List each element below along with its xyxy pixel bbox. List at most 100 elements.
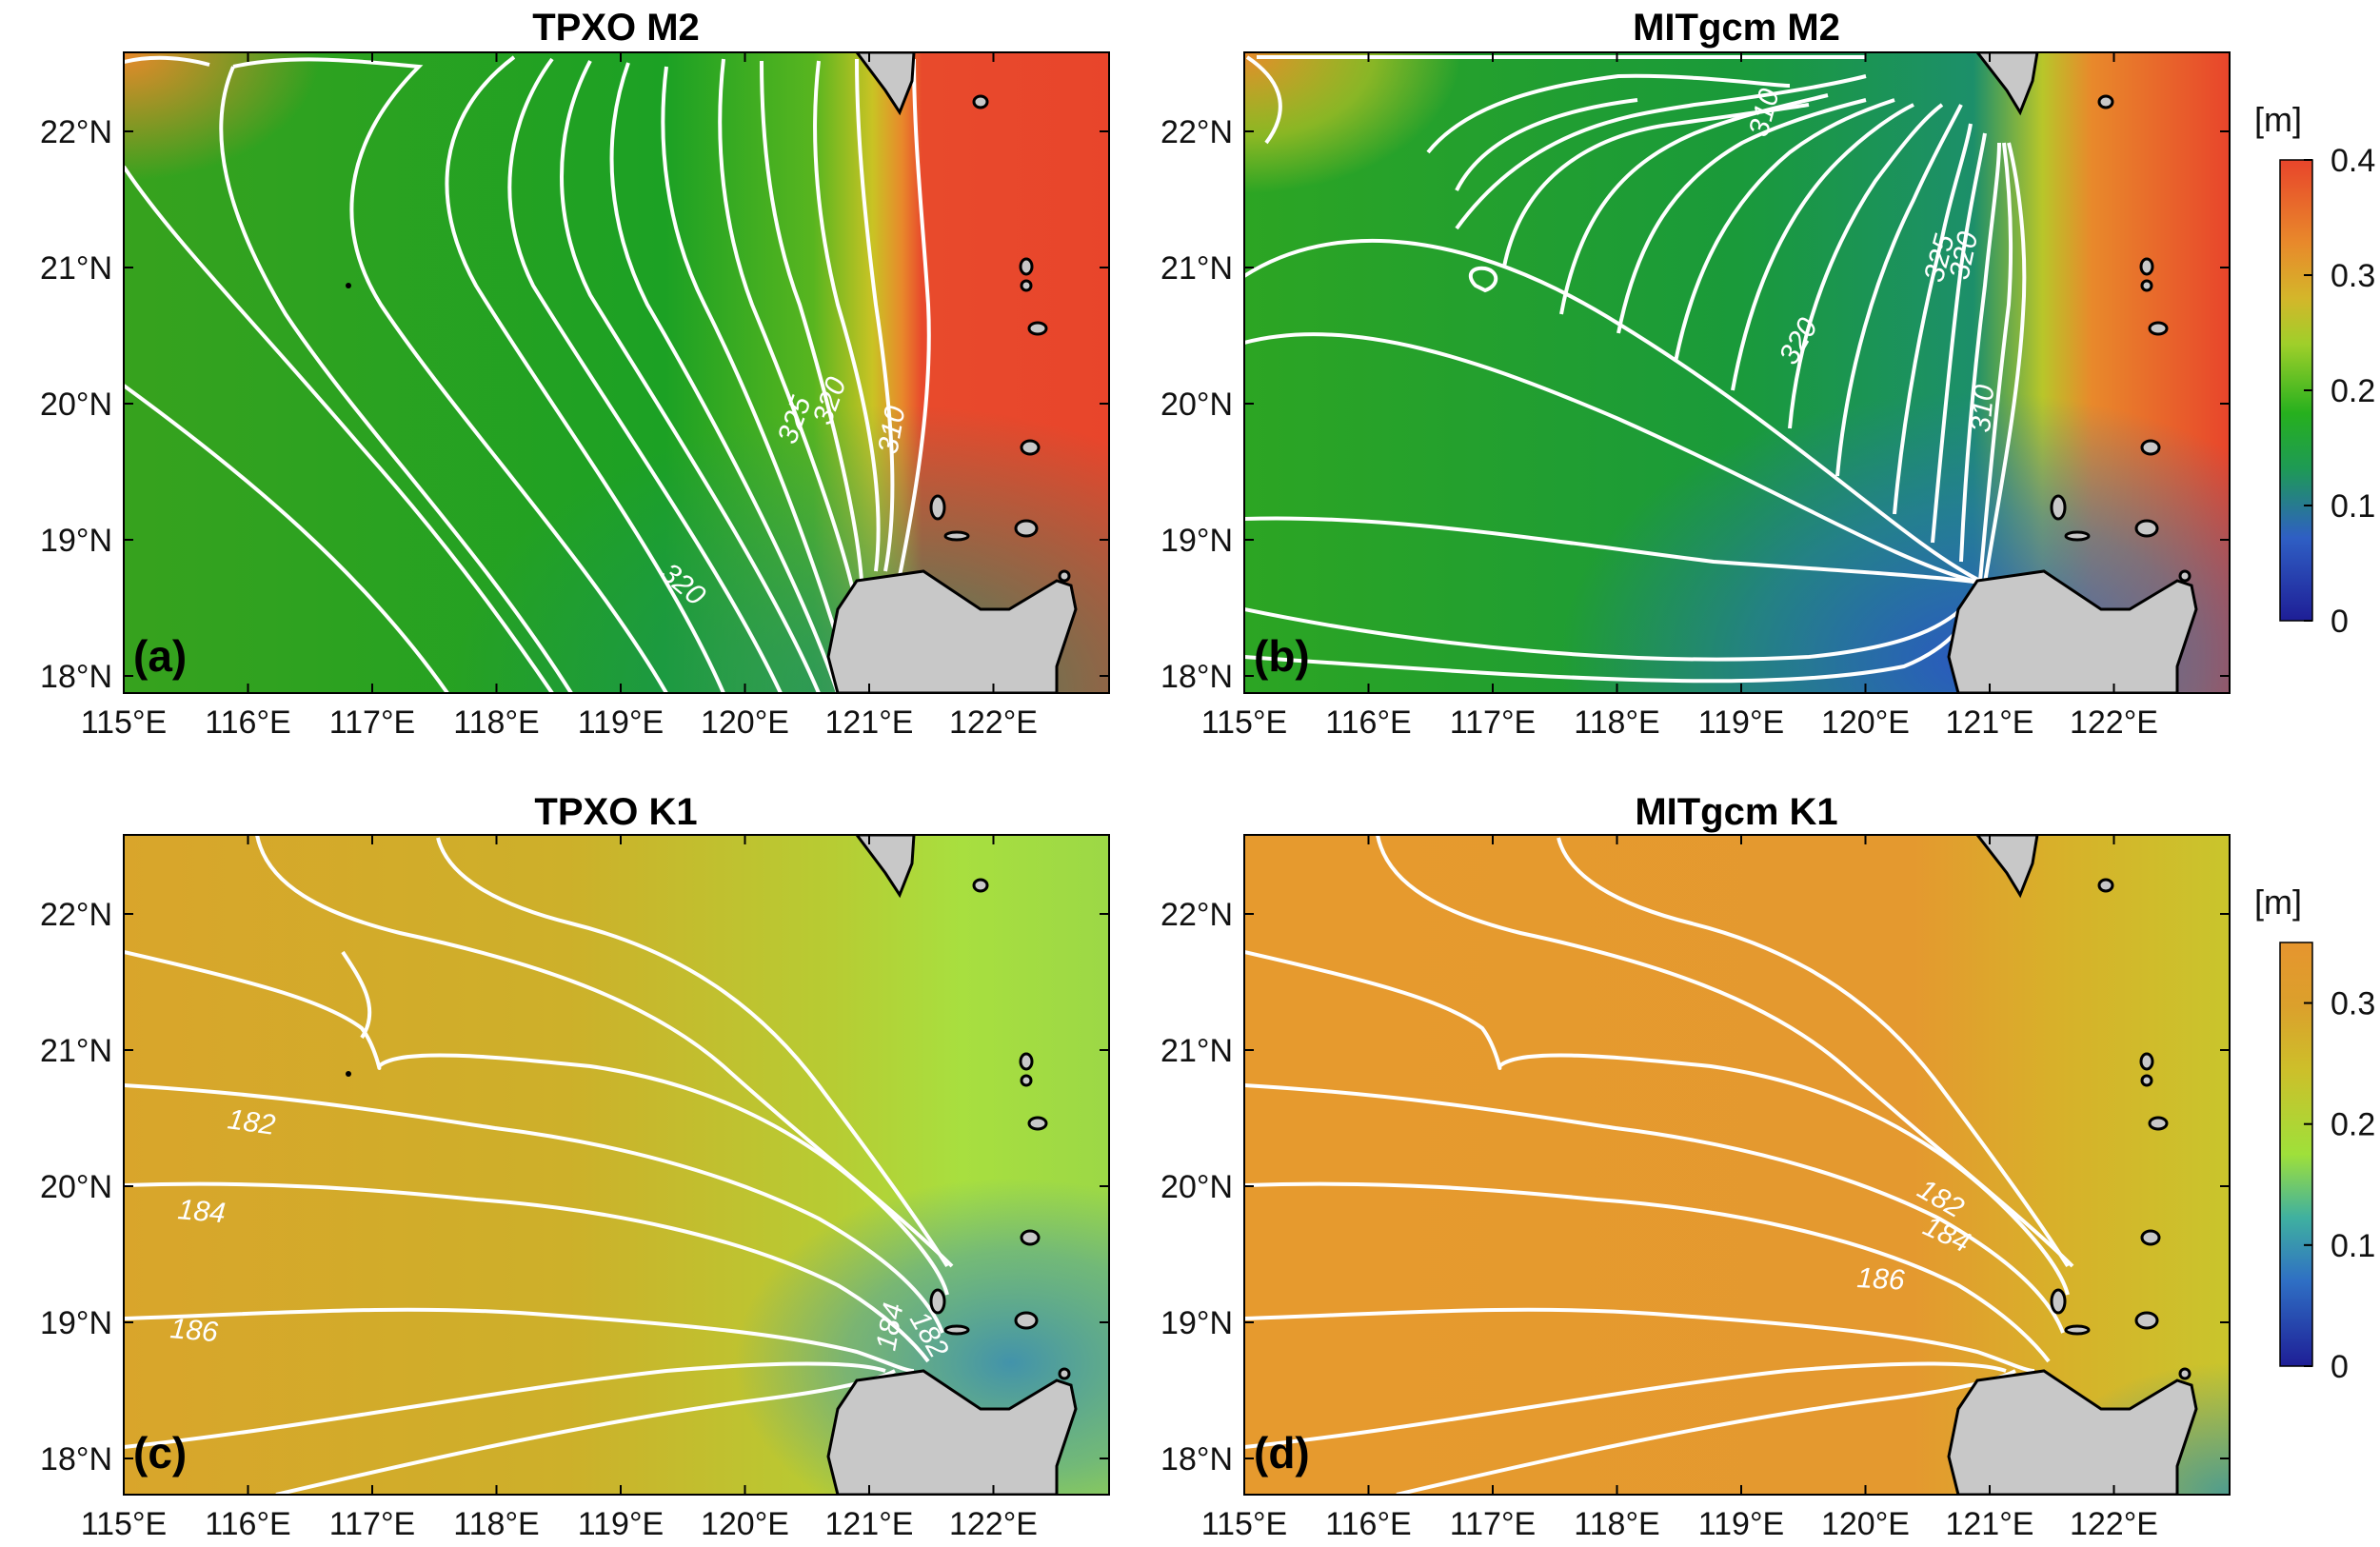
x-tick-label: 115°E bbox=[1201, 1506, 1287, 1542]
y-tick-label: 18°N bbox=[40, 659, 112, 695]
colorbar-m2: [m] 0.4 0.3 0.2 0.1 0 bbox=[2254, 100, 2375, 640]
luzon-land bbox=[826, 569, 1078, 693]
x-tick-label: 115°E bbox=[1201, 704, 1287, 741]
contour-label: 310 bbox=[1965, 384, 2000, 434]
y-tick-label: 18°N bbox=[1160, 659, 1233, 695]
x-tick-label: 117°E bbox=[1450, 704, 1536, 741]
x-tick-label: 120°E bbox=[1821, 1506, 1910, 1542]
y-tick-label: 20°N bbox=[1160, 1169, 1233, 1205]
x-tick-label: 118°E bbox=[453, 704, 539, 741]
luzon-land bbox=[1947, 569, 2198, 693]
cotidal-contours bbox=[1244, 835, 2074, 1495]
cotidal-contours bbox=[124, 55, 931, 693]
islands bbox=[2050, 878, 2192, 1380]
colorbar-tick-label: 0.3 bbox=[2330, 986, 2375, 1022]
axes-ticks: 115°E 116°E 117°E 118°E 119°E 120°E 121°E 122°E… bbox=[40, 52, 2230, 1542]
panel-d: MITgcm K1 bbox=[1243, 791, 2231, 1496]
panel-frame bbox=[1243, 51, 2231, 694]
x-tick-label: 118°E bbox=[453, 1506, 539, 1542]
y-tick-label: 20°N bbox=[40, 1169, 112, 1205]
colorbar-tick-label: 0.2 bbox=[2330, 1107, 2375, 1143]
y-tick-label: 20°N bbox=[40, 387, 112, 423]
colorbar-ticks: 0.4 0.3 0.2 0.1 0 bbox=[2304, 143, 2375, 640]
x-tick-label: 120°E bbox=[701, 1506, 789, 1542]
x-tick-label: 120°E bbox=[701, 704, 789, 741]
x-tick-label: 119°E bbox=[1698, 1506, 1784, 1542]
taiwan-land bbox=[1975, 52, 2039, 116]
x-tick-label: 119°E bbox=[578, 1506, 664, 1542]
y-tick-label: 19°N bbox=[1160, 1305, 1233, 1341]
x-tick-label: 121°E bbox=[1945, 704, 2033, 741]
panel-axes: 115°E 116°E 117°E 118°E 119°E 120°E 121°E 122°E… bbox=[40, 52, 1109, 741]
x-tick-label: 115°E bbox=[81, 1506, 167, 1542]
panel-frame bbox=[123, 834, 1110, 1496]
contour-label: 184 bbox=[176, 1194, 227, 1229]
colorbar-tick-label: 0.4 bbox=[2330, 143, 2375, 179]
x-tick-label: 122°E bbox=[2070, 1506, 2158, 1542]
panel-label: (d) bbox=[1254, 1428, 1310, 1478]
contour-label: 186 bbox=[1856, 1262, 1906, 1297]
y-tick-label: 18°N bbox=[1160, 1441, 1233, 1478]
panel-frame bbox=[1243, 834, 2231, 1496]
panel-title: MITgcm K1 bbox=[1635, 791, 1837, 833]
y-tick-label: 21°N bbox=[40, 1033, 112, 1069]
x-tick-label: 118°E bbox=[1574, 1506, 1659, 1542]
taiwan-land bbox=[1975, 835, 2039, 899]
panel-axes: 115°E 116°E 117°E 118°E 119°E 120°E 121°E 122°E… bbox=[1160, 835, 2230, 1542]
panel-label: (a) bbox=[133, 631, 187, 681]
x-tick-label: 115°E bbox=[81, 704, 167, 741]
colorbar-tick-label: 0.1 bbox=[2330, 488, 2375, 525]
colorbar-unit: [m] bbox=[2254, 883, 2302, 922]
panel-title: TPXO M2 bbox=[532, 7, 700, 49]
panel-frame bbox=[123, 51, 1110, 694]
colorbar-tick-label: 0.3 bbox=[2330, 258, 2375, 294]
islands bbox=[2050, 94, 2192, 583]
colorbar-scale bbox=[2279, 942, 2313, 1367]
panel-axes: 115°E 116°E 117°E 118°E 119°E 120°E 121°E 122°E… bbox=[1160, 52, 2230, 741]
panel-a: TPXO M2 bbox=[123, 7, 1110, 694]
x-tick-label: 119°E bbox=[1698, 704, 1784, 741]
colorbar-tick-label: 0.1 bbox=[2330, 1228, 2375, 1264]
y-tick-label: 19°N bbox=[40, 1305, 112, 1341]
colorbar-unit: [m] bbox=[2254, 100, 2302, 139]
islands bbox=[929, 878, 1071, 1380]
x-tick-label: 122°E bbox=[2070, 704, 2158, 741]
x-tick-label: 119°E bbox=[578, 704, 664, 741]
x-tick-label: 121°E bbox=[824, 704, 913, 741]
islands bbox=[929, 94, 1071, 583]
y-tick-label: 21°N bbox=[1160, 250, 1233, 287]
colorbar-ticks: 0.3 0.2 0.1 0 bbox=[2304, 986, 2375, 1385]
y-tick-label: 18°N bbox=[40, 1441, 112, 1478]
panel-b: MITgcm M2 bbox=[1243, 7, 2231, 694]
colorbar-tick-label: 0 bbox=[2330, 1349, 2349, 1385]
x-tick-label: 117°E bbox=[1450, 1506, 1536, 1542]
y-tick-label: 21°N bbox=[40, 250, 112, 287]
panel-c: TPXO K1 bbox=[123, 791, 1110, 1496]
colorbar-tick-label: 0.2 bbox=[2330, 373, 2375, 409]
luzon-land bbox=[826, 1369, 1078, 1495]
x-tick-label: 122°E bbox=[949, 1506, 1038, 1542]
x-tick-label: 116°E bbox=[1325, 1506, 1411, 1542]
x-tick-label: 116°E bbox=[205, 1506, 290, 1542]
contour-label: 182 bbox=[226, 1103, 277, 1141]
x-tick-label: 116°E bbox=[205, 704, 290, 741]
y-tick-label: 22°N bbox=[40, 897, 112, 933]
x-tick-label: 120°E bbox=[1821, 704, 1910, 741]
y-tick-label: 20°N bbox=[1160, 387, 1233, 423]
panel-title: MITgcm M2 bbox=[1633, 7, 1840, 49]
x-tick-label: 121°E bbox=[824, 1506, 913, 1542]
panel-title: TPXO K1 bbox=[534, 791, 697, 833]
x-tick-label: 122°E bbox=[949, 704, 1038, 741]
y-tick-label: 22°N bbox=[40, 114, 112, 150]
colorbar-tick-label: 0 bbox=[2330, 604, 2349, 640]
y-tick-label: 22°N bbox=[1160, 114, 1233, 150]
colorbar-k1: [m] 0.3 0.2 0.1 0 bbox=[2254, 883, 2375, 1385]
x-tick-label: 118°E bbox=[1574, 704, 1659, 741]
taiwan-land bbox=[855, 52, 916, 116]
y-tick-label: 22°N bbox=[1160, 897, 1233, 933]
taiwan-land bbox=[855, 835, 916, 899]
panel-label: (c) bbox=[133, 1428, 187, 1478]
panel-axes: 115°E 116°E 117°E 118°E 119°E 120°E 121°E 122°E… bbox=[40, 835, 1109, 1542]
contour-label: 186 bbox=[169, 1313, 219, 1348]
